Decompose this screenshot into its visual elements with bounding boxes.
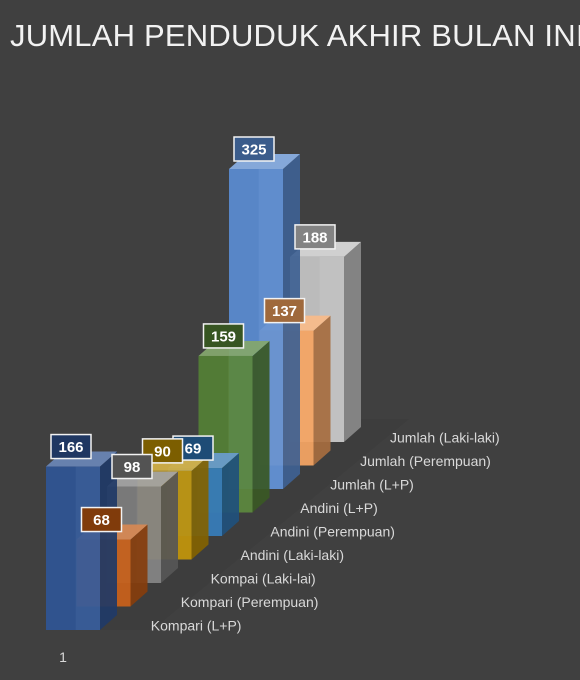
bar-side-face (344, 241, 361, 442)
bar-kompari-l-p (46, 451, 117, 630)
depth-axis-label: Jumlah (L+P) (330, 477, 414, 493)
data-label-text: 68 (93, 512, 110, 529)
bar-side-face (222, 453, 239, 536)
data-label-text: 137 (272, 303, 297, 320)
depth-axis-label: Andini (Perempuan) (270, 524, 395, 540)
bar-side-face (100, 451, 117, 630)
bar-side-face (252, 340, 270, 513)
data-label-text: 166 (58, 439, 83, 456)
data-label-box (80, 506, 123, 533)
bar-side-face (130, 524, 148, 607)
data-label-box (263, 297, 306, 324)
data-label-box (50, 433, 92, 460)
x-axis-tick-label: 1 (59, 649, 67, 665)
data-label-box (202, 323, 245, 349)
data-label: 68 (80, 506, 123, 533)
data-label-box (294, 224, 336, 250)
data-label: 98 (111, 453, 153, 480)
data-label: 188 (294, 224, 336, 250)
data-label-text: 69 (185, 441, 202, 458)
depth-axis-label: Kompari (L+P) (151, 618, 242, 634)
bar-highlight (75, 466, 100, 630)
bar-side-face (161, 471, 178, 583)
depth-axis-label: Kompai (Laki-lai) (211, 571, 316, 587)
data-label-box (111, 453, 153, 480)
data-label-text: 188 (302, 229, 327, 246)
bar-front-face (46, 466, 100, 630)
data-label: 137 (263, 297, 306, 324)
data-label-text: 90 (154, 443, 171, 460)
data-label-text: 98 (124, 459, 141, 476)
depth-axis-label: Jumlah (Laki-laki) (390, 430, 500, 446)
bar-side-face (191, 455, 209, 560)
depth-axis-label: Andini (L+P) (300, 500, 377, 516)
depth-axis-label: Jumlah (Perempuan) (360, 453, 491, 469)
data-label-text: 325 (241, 142, 266, 159)
data-label: 325 (233, 136, 275, 162)
depth-axis-label: Kompari (Perempuan) (181, 594, 319, 610)
depth-axis-label: Andini (Laki-laki) (241, 547, 344, 563)
data-label: 90 (141, 438, 184, 464)
data-label: 159 (202, 323, 245, 349)
data-label-text: 159 (211, 328, 236, 345)
data-label: 166 (50, 433, 92, 460)
data-label-box (233, 136, 275, 162)
bar-side-face (313, 315, 331, 466)
chart-title: JUMLAH PENDUDUK AKHIR BULAN INI (10, 18, 580, 53)
